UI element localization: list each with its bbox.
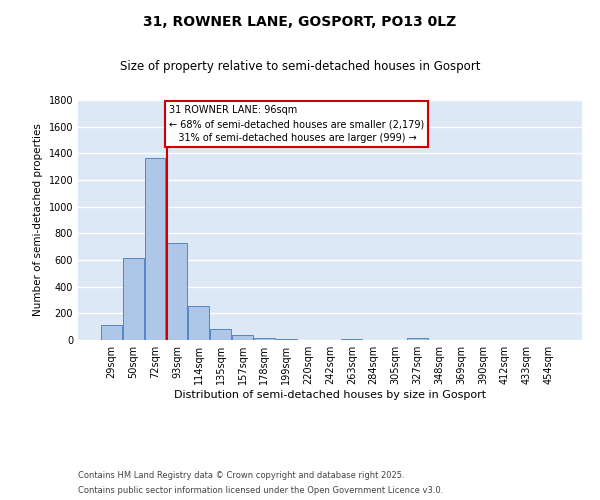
Y-axis label: Number of semi-detached properties: Number of semi-detached properties bbox=[33, 124, 43, 316]
Text: 31 ROWNER LANE: 96sqm
← 68% of semi-detached houses are smaller (2,179)
   31% o: 31 ROWNER LANE: 96sqm ← 68% of semi-deta… bbox=[169, 106, 424, 144]
Bar bbox=[341, 339, 362, 340]
Text: Contains public sector information licensed under the Open Government Licence v3: Contains public sector information licen… bbox=[78, 486, 443, 495]
Bar bbox=[407, 338, 428, 340]
Bar bbox=[123, 258, 143, 340]
Text: Size of property relative to semi-detached houses in Gosport: Size of property relative to semi-detach… bbox=[120, 60, 480, 73]
X-axis label: Distribution of semi-detached houses by size in Gosport: Distribution of semi-detached houses by … bbox=[174, 390, 486, 400]
Text: Contains HM Land Registry data © Crown copyright and database right 2025.: Contains HM Land Registry data © Crown c… bbox=[78, 471, 404, 480]
Bar bbox=[167, 244, 187, 340]
Bar bbox=[232, 336, 253, 340]
Bar bbox=[210, 330, 231, 340]
Bar bbox=[188, 306, 209, 340]
Text: 31, ROWNER LANE, GOSPORT, PO13 0LZ: 31, ROWNER LANE, GOSPORT, PO13 0LZ bbox=[143, 15, 457, 29]
Bar bbox=[276, 339, 296, 340]
Bar bbox=[101, 324, 122, 340]
Bar bbox=[254, 338, 275, 340]
Bar bbox=[145, 158, 166, 340]
